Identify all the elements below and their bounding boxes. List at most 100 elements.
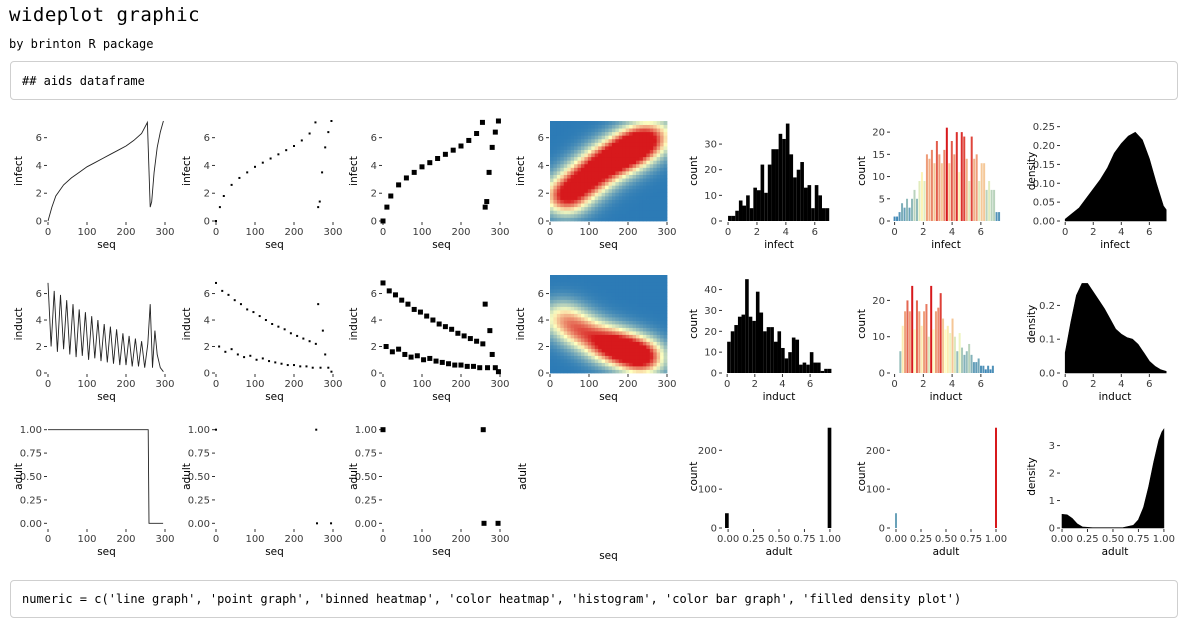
heatmap-cell bbox=[550, 206, 554, 211]
x-tick-label: 100 bbox=[579, 227, 598, 238]
heatmap-cell bbox=[553, 317, 558, 321]
heatmap-cell bbox=[622, 149, 627, 154]
histogram-bar bbox=[727, 341, 731, 373]
heatmap-cell bbox=[646, 359, 651, 363]
heatmap-cell bbox=[598, 282, 603, 286]
heatmap-cell bbox=[580, 142, 585, 147]
y-tick-label: 4 bbox=[204, 161, 210, 172]
heatmap-cell bbox=[587, 341, 592, 346]
heatmap-cell bbox=[646, 167, 651, 172]
heatmap-cell bbox=[594, 306, 599, 311]
heatmap-cell bbox=[622, 188, 627, 193]
heatmap-cell bbox=[608, 320, 613, 325]
heatmap-cell bbox=[598, 167, 603, 172]
heatmap-cell bbox=[577, 178, 582, 183]
heatmap-cell bbox=[587, 192, 592, 197]
heatmap-bin bbox=[396, 182, 402, 188]
heatmap-cell bbox=[574, 331, 578, 335]
heatmap-cell bbox=[618, 156, 623, 161]
heatmap-cell bbox=[567, 135, 572, 140]
heatmap-cell bbox=[636, 317, 640, 321]
histogram-bar bbox=[728, 215, 732, 221]
heatmap-cell bbox=[646, 324, 651, 328]
heatmap-cell bbox=[556, 188, 561, 193]
heatmap-cell bbox=[608, 359, 613, 363]
heatmap-cell bbox=[629, 366, 633, 370]
heatmap-cell bbox=[580, 210, 585, 215]
heatmap-cell bbox=[563, 121, 568, 125]
heatmap-cell bbox=[656, 310, 661, 314]
heatmap-cell bbox=[622, 289, 627, 293]
heatmap-cell bbox=[550, 188, 554, 193]
heatmap-cell bbox=[553, 153, 558, 158]
heatmap-cell bbox=[550, 282, 554, 286]
heatmap-cell bbox=[563, 359, 568, 363]
heatmap-cell bbox=[611, 355, 616, 360]
heatmap-cell bbox=[625, 362, 630, 367]
heatmap-cell bbox=[567, 345, 572, 349]
heatmap-cell bbox=[649, 167, 654, 172]
color-bar bbox=[949, 333, 952, 373]
heatmap-cell bbox=[622, 348, 627, 353]
heatmap-cell bbox=[594, 135, 599, 140]
heatmap-cell bbox=[553, 174, 558, 179]
heatmap-cell bbox=[598, 348, 603, 353]
heatmap-cell bbox=[587, 174, 592, 179]
heatmap-cell bbox=[649, 135, 654, 140]
heatmap-cell bbox=[605, 178, 609, 183]
heatmap-cell bbox=[618, 206, 623, 211]
heatmap-cell bbox=[591, 142, 596, 147]
heatmap-cell bbox=[608, 317, 613, 321]
heatmap-cell bbox=[567, 142, 572, 147]
heatmap-cell bbox=[584, 196, 589, 200]
heatmap-cell bbox=[577, 303, 582, 307]
heatmap-cell bbox=[622, 135, 627, 140]
heatmap-cell bbox=[601, 156, 606, 161]
heatmap-cell bbox=[577, 355, 582, 360]
heatmap-cell bbox=[618, 338, 623, 342]
heatmap-cell bbox=[663, 345, 668, 349]
heatmap-bin bbox=[439, 359, 445, 365]
heatmap-cell bbox=[656, 185, 661, 190]
y-axis-label: adult bbox=[517, 463, 529, 490]
heatmap-cell bbox=[570, 171, 575, 175]
heatmap-cell bbox=[642, 146, 647, 150]
heatmap-cell bbox=[553, 203, 558, 208]
heatmap-cell bbox=[584, 345, 589, 349]
x-tick-label: 300 bbox=[657, 379, 676, 390]
heatmap-cell bbox=[577, 299, 582, 304]
color-bar bbox=[995, 427, 997, 528]
heatmap-cell bbox=[660, 352, 664, 356]
y-tick-label: 0.75 bbox=[20, 449, 42, 460]
heatmap-cell bbox=[649, 275, 654, 279]
heatmap-cell bbox=[591, 359, 596, 363]
heatmap-cell bbox=[615, 131, 620, 136]
heatmap-cell bbox=[594, 338, 599, 342]
color-bar bbox=[915, 300, 918, 373]
heatmap-cell bbox=[574, 217, 578, 222]
heatmap-cell bbox=[553, 278, 558, 283]
heatmap-cell bbox=[663, 275, 668, 279]
heatmap-cell bbox=[605, 206, 609, 211]
heatmap-cell bbox=[601, 174, 606, 179]
heatmap-cell bbox=[608, 174, 613, 179]
heatmap-bin bbox=[388, 193, 394, 199]
y-tick-label: 0 bbox=[879, 217, 885, 228]
heatmap-cell bbox=[567, 359, 572, 363]
heatmap-cell bbox=[584, 199, 589, 204]
data-point bbox=[321, 329, 324, 332]
color-bar bbox=[913, 329, 916, 373]
x-tick-label: 4 bbox=[1118, 227, 1124, 238]
heatmap-cell bbox=[584, 188, 589, 193]
heatmap-cell bbox=[611, 320, 616, 325]
heatmap-cell bbox=[601, 163, 606, 168]
heatmap-cell bbox=[629, 306, 633, 311]
heatmap-cell bbox=[639, 149, 644, 154]
heatmap-bin bbox=[486, 169, 492, 175]
heatmap-cell bbox=[550, 131, 554, 136]
heatmap-cell bbox=[577, 296, 582, 300]
heatmap-cell bbox=[646, 149, 651, 154]
heatmap-cell bbox=[611, 192, 616, 197]
